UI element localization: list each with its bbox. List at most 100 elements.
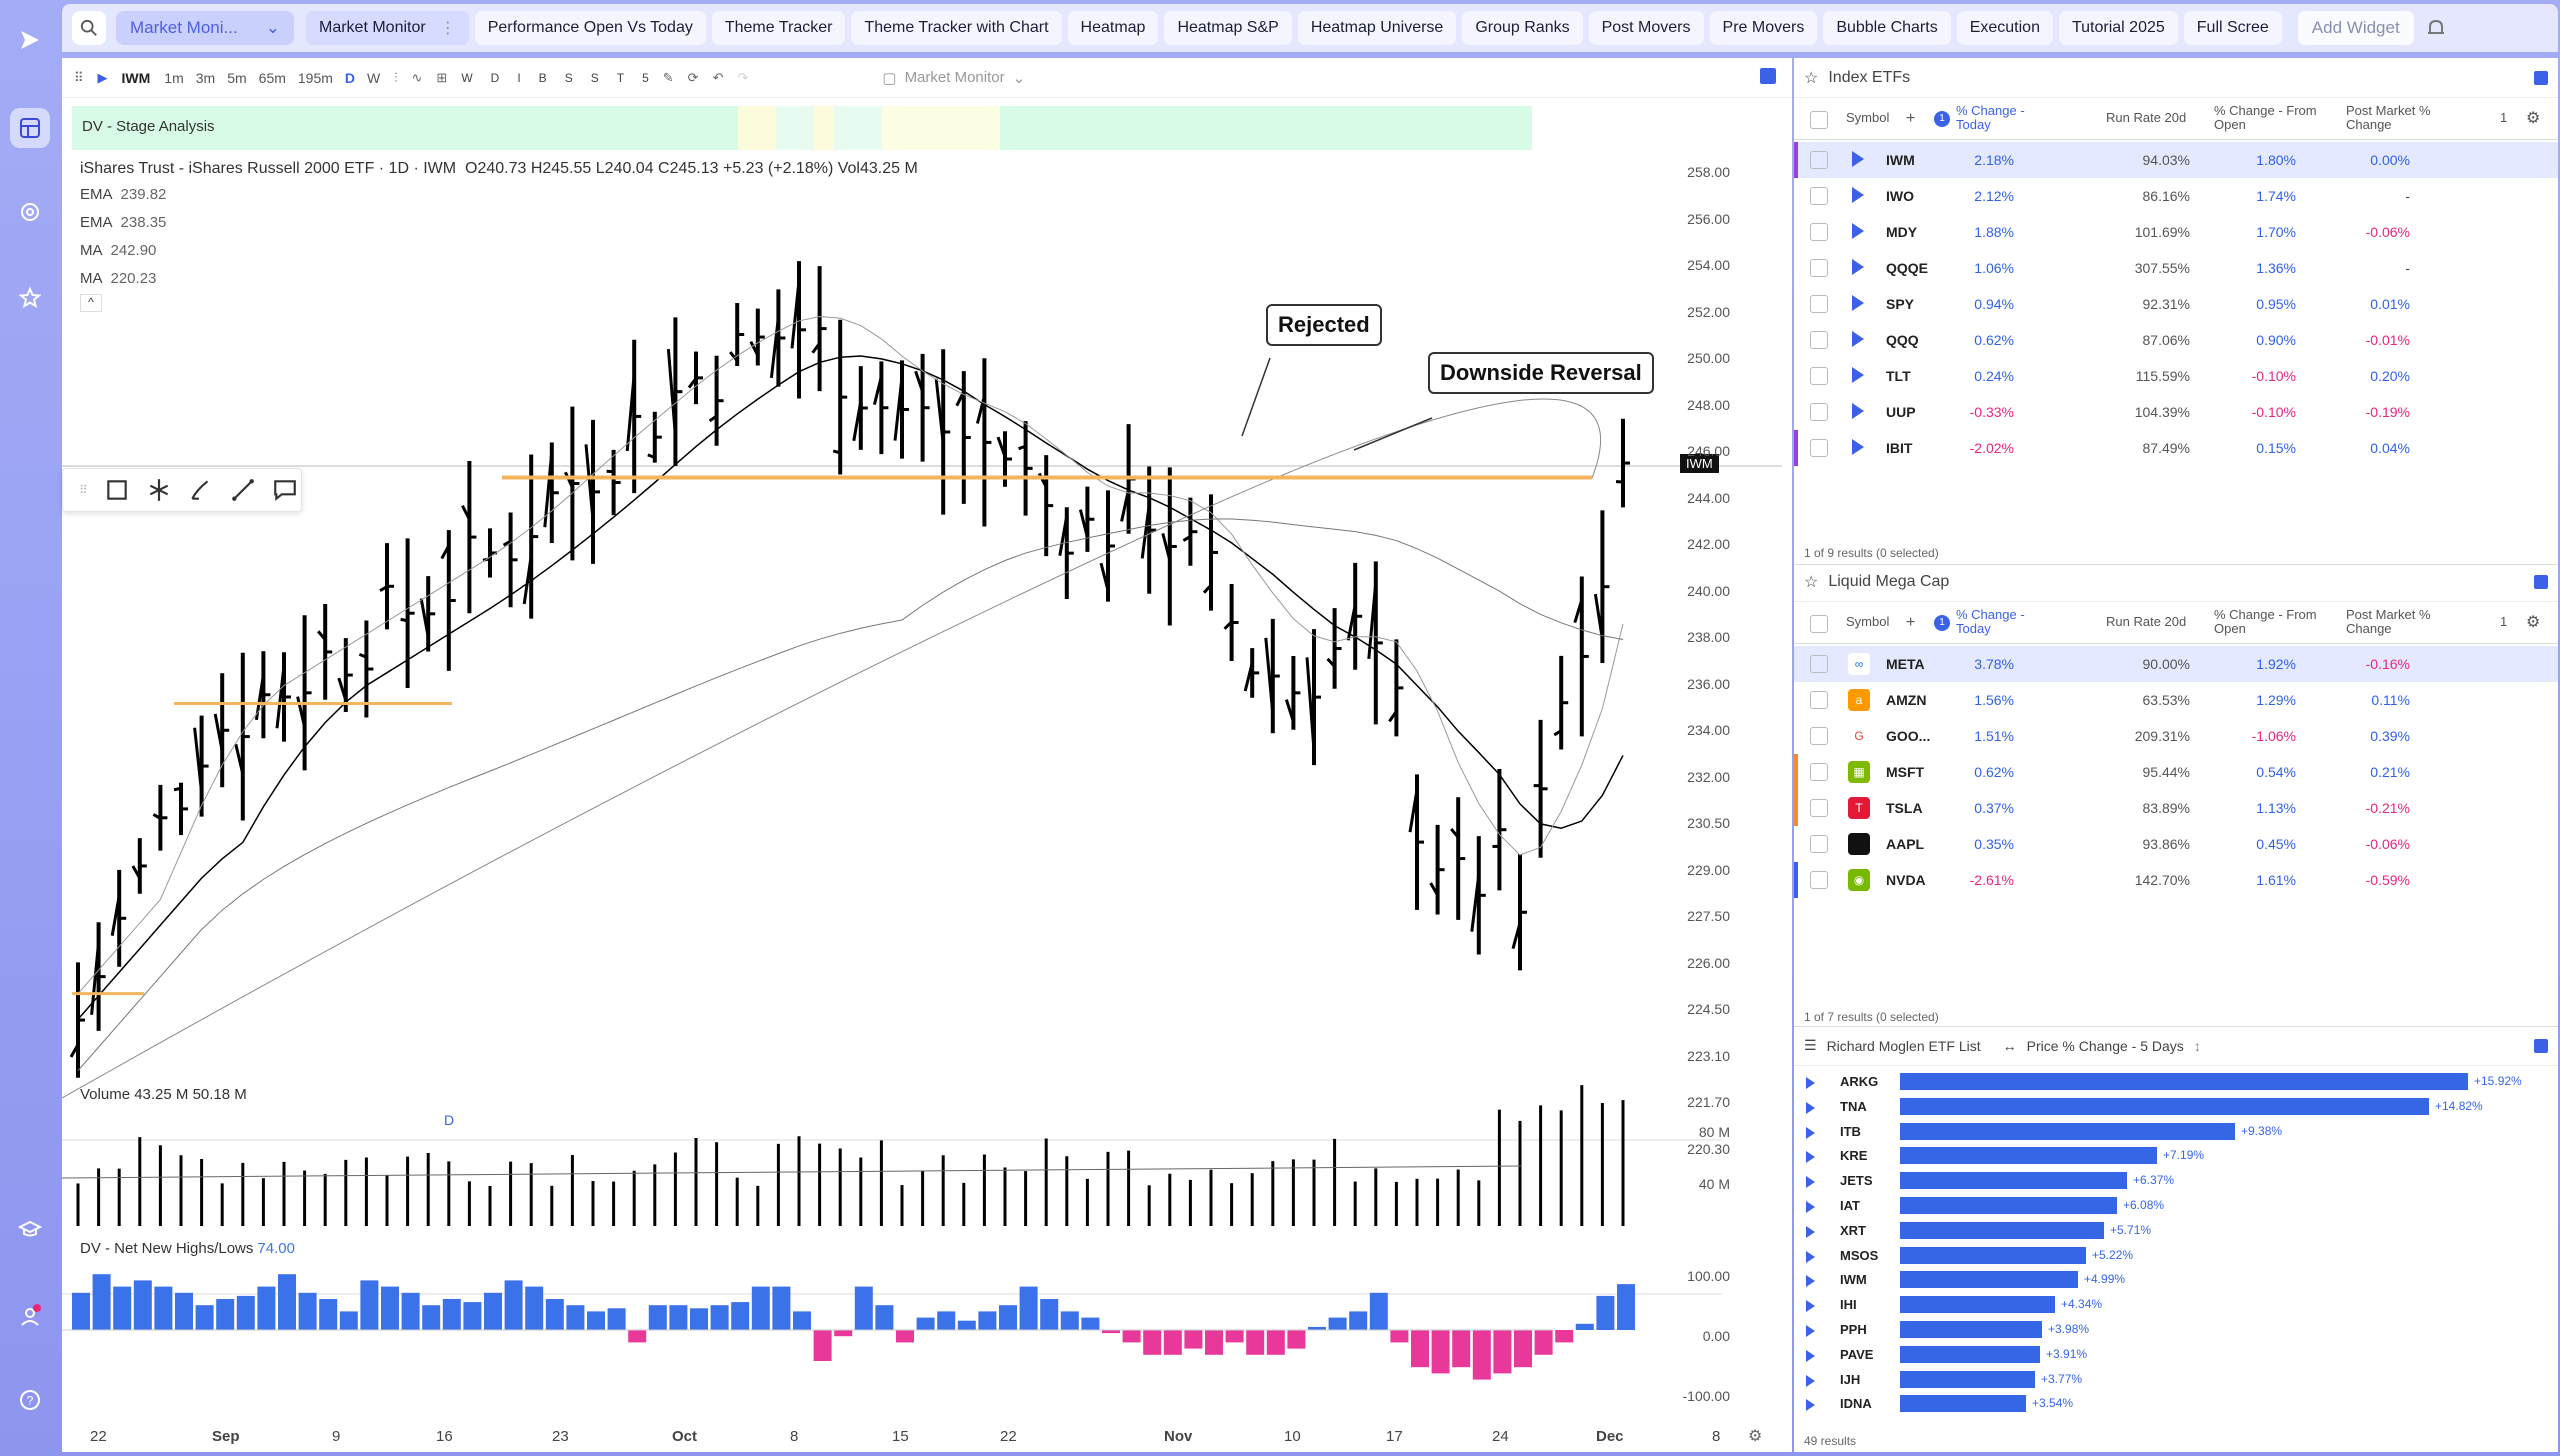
table-row[interactable]: a AMZN 1.56% 63.53% 1.29% 0.11%: [1794, 682, 2558, 718]
layout-name[interactable]: ▢ Market Monitor ⌄: [882, 69, 1025, 87]
callout-downside-reversal[interactable]: Downside Reversal: [1428, 352, 1654, 394]
toolbar-letter-button[interactable]: I: [517, 70, 521, 85]
symbol-cell[interactable]: TLT: [1886, 368, 1911, 384]
tab-heatmap[interactable]: Heatmap: [1067, 11, 1159, 45]
add-column-icon[interactable]: +: [1906, 110, 1916, 127]
toolbar-letter-button[interactable]: S: [564, 70, 573, 85]
symbol-cell[interactable]: QQQE: [1886, 260, 1929, 276]
table-row[interactable]: UUP -0.33% 104.39% -0.10% -0.19%: [1794, 394, 2558, 430]
play-icon[interactable]: [1806, 1349, 1815, 1362]
tab-menu-icon[interactable]: ⋮: [439, 20, 456, 37]
list-item[interactable]: KRE +7.19%: [1794, 1144, 2558, 1168]
play-icon[interactable]: [1806, 1399, 1815, 1412]
widget-color-square[interactable]: [2534, 70, 2548, 85]
play-icon[interactable]: [1852, 367, 1864, 383]
table-row[interactable]: G GOO... 1.51% 209.31% -1.06% 0.39%: [1794, 718, 2558, 754]
col-symbol[interactable]: Symbol: [1846, 614, 1890, 629]
symbol-cell[interactable]: PAVE: [1840, 1346, 1874, 1362]
symbol-cell[interactable]: JETS: [1840, 1173, 1873, 1189]
table-row[interactable]: MDY 1.88% 101.69% 1.70% -0.06%: [1794, 214, 2558, 250]
table-row[interactable]: QQQE 1.06% 307.55% 1.36% -: [1794, 250, 2558, 286]
redo-icon[interactable]: ↷: [737, 69, 749, 85]
symbol-cell[interactable]: IWM: [1886, 152, 1915, 168]
interval-5m[interactable]: 5m: [227, 69, 247, 86]
symbol-cell[interactable]: XRT: [1840, 1222, 1866, 1238]
add-column-icon[interactable]: +: [1906, 614, 1916, 631]
dashboard-icon[interactable]: [10, 108, 50, 148]
list-item[interactable]: JETS +6.37%: [1794, 1169, 2558, 1193]
tab-pre-movers[interactable]: Pre Movers: [1709, 11, 1818, 45]
tab-theme-tracker[interactable]: Theme Tracker: [711, 11, 846, 45]
activity-icon[interactable]: [10, 192, 50, 232]
tab-post-movers[interactable]: Post Movers: [1588, 11, 1704, 45]
play-icon[interactable]: [1806, 1201, 1815, 1213]
play-icon[interactable]: ▶: [97, 69, 108, 85]
logo-icon[interactable]: [10, 20, 50, 60]
symbol-cell[interactable]: TNA: [1840, 1098, 1867, 1114]
tab-tutorial-2025[interactable]: Tutorial 2025: [2058, 11, 2178, 45]
list-item[interactable]: IAT +6.08%: [1794, 1194, 2558, 1218]
callout-rejected[interactable]: Rejected: [1266, 304, 1382, 346]
grid-icon[interactable]: ⊞: [436, 69, 448, 85]
play-icon[interactable]: [1852, 331, 1864, 347]
tab-heatmap-s-p[interactable]: Heatmap S&P: [1164, 11, 1292, 45]
drag-handle-icon[interactable]: ⠿: [74, 69, 84, 85]
indicator-icon[interactable]: ⫶: [394, 69, 398, 85]
row-checkbox[interactable]: [1810, 655, 1828, 673]
symbol-cell[interactable]: AAPL: [1886, 836, 1925, 852]
play-icon[interactable]: [1806, 1151, 1815, 1164]
row-checkbox[interactable]: [1810, 835, 1828, 853]
tab-performance-open-vs-today[interactable]: Performance Open Vs Today: [474, 11, 706, 45]
star-icon[interactable]: ☆: [1804, 69, 1819, 87]
line-tool-icon[interactable]: ∿: [411, 69, 423, 85]
play-icon[interactable]: [1806, 1300, 1815, 1313]
layout-select[interactable]: Market Moni... ⌄: [116, 11, 294, 45]
symbol-cell[interactable]: GOO...: [1886, 728, 1931, 744]
symbol-cell[interactable]: ITB: [1840, 1123, 1861, 1139]
row-checkbox[interactable]: [1810, 763, 1828, 781]
play-icon[interactable]: [1806, 1225, 1815, 1238]
tab-execution[interactable]: Execution: [1956, 11, 2053, 45]
indicator-ema[interactable]: EMA 238.35: [80, 214, 166, 231]
table-row[interactable]: IWO 2.12% 86.16% 1.74% -: [1794, 178, 2558, 214]
row-checkbox[interactable]: [1810, 187, 1828, 205]
row-checkbox[interactable]: [1810, 439, 1828, 457]
table-row[interactable]: ▦ MSFT 0.62% 95.44% 0.54% 0.21%: [1794, 754, 2558, 790]
table-row[interactable]: AAPL 0.35% 93.86% 0.45% -0.06%: [1794, 826, 2558, 862]
dividend-marker[interactable]: D: [444, 1112, 455, 1128]
row-checkbox[interactable]: [1810, 367, 1828, 385]
row-checkbox[interactable]: [1810, 295, 1828, 313]
play-icon[interactable]: [1852, 295, 1864, 311]
list-item[interactable]: ARKG +15.92%: [1794, 1070, 2558, 1094]
symbol-cell[interactable]: META: [1886, 656, 1925, 672]
table-row[interactable]: SPY 0.94% 92.31% 0.95% 0.01%: [1794, 286, 2558, 322]
refresh-icon[interactable]: ⟳: [687, 69, 699, 85]
tab-market-monitor[interactable]: Market Monitor ⋮: [306, 11, 469, 45]
symbol-cell[interactable]: MDY: [1886, 224, 1918, 240]
undo-icon[interactable]: ↶: [712, 69, 724, 85]
moglen-metric[interactable]: Price % Change - 5 Days: [2026, 1037, 2184, 1054]
symbol-cell[interactable]: IWO: [1886, 188, 1914, 204]
row-checkbox[interactable]: [1810, 331, 1828, 349]
toolbar-letter-button[interactable]: 5: [642, 70, 649, 85]
symbol-cell[interactable]: QQQ: [1886, 332, 1919, 348]
interval-w[interactable]: W: [367, 69, 381, 86]
row-checkbox[interactable]: [1810, 691, 1828, 709]
table-row[interactable]: ◉ NVDA -2.61% 142.70% 1.61% -0.59%: [1794, 862, 2558, 898]
widget-color-square[interactable]: [2534, 1038, 2548, 1053]
table-row[interactable]: T TSLA 0.37% 83.89% 1.13% -0.21%: [1794, 790, 2558, 826]
row-checkbox[interactable]: [1810, 151, 1828, 169]
play-icon[interactable]: [1852, 403, 1864, 419]
star-icon[interactable]: [10, 278, 50, 318]
list-item[interactable]: IDNA +3.54%: [1794, 1392, 2558, 1416]
col-post-market[interactable]: Post Market % Change: [2346, 103, 2431, 132]
col-post-market[interactable]: Post Market % Change: [2346, 607, 2431, 636]
list-item[interactable]: ITB +9.38%: [1794, 1120, 2558, 1144]
indicator-ma[interactable]: MA 220.23: [80, 270, 156, 287]
col-run-rate[interactable]: Run Rate 20d: [2106, 110, 2187, 125]
symbol-cell[interactable]: NVDA: [1886, 872, 1926, 888]
drag-handle-icon[interactable]: ⠿: [79, 483, 88, 497]
symbol-cell[interactable]: IHI: [1840, 1297, 1857, 1313]
play-icon[interactable]: [1852, 223, 1864, 239]
symbol-cell[interactable]: AMZN: [1886, 692, 1927, 708]
